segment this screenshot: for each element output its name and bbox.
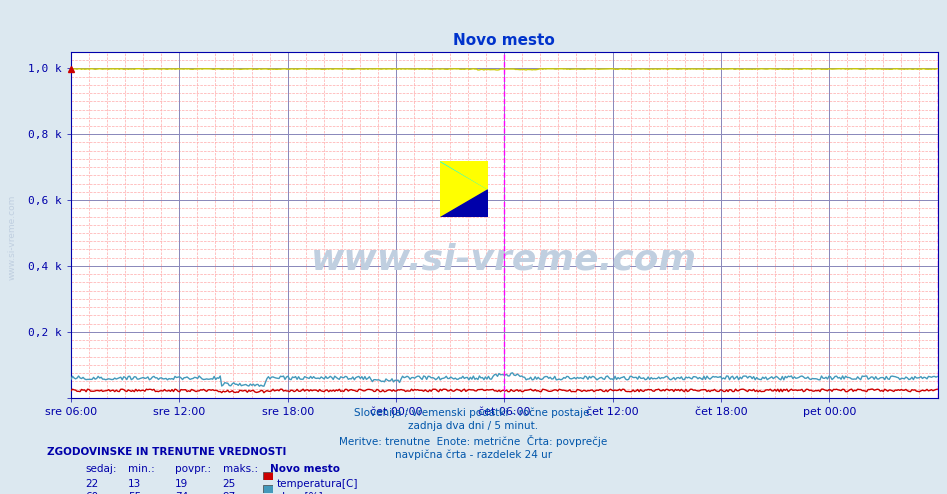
Text: min.:: min.:	[128, 464, 154, 474]
Text: 74: 74	[175, 492, 188, 494]
Text: 60: 60	[85, 492, 98, 494]
Text: www.si-vreme.com: www.si-vreme.com	[312, 243, 697, 276]
Text: www.si-vreme.com: www.si-vreme.com	[8, 195, 17, 280]
Text: vlaga[%]: vlaga[%]	[277, 492, 323, 494]
Text: 97: 97	[223, 492, 236, 494]
Text: Slovenija / vremenski podatki - ročne postaje.: Slovenija / vremenski podatki - ročne po…	[354, 408, 593, 418]
Text: zadnja dva dni / 5 minut.: zadnja dva dni / 5 minut.	[408, 421, 539, 431]
Text: 19: 19	[175, 479, 188, 489]
Text: temperatura[C]: temperatura[C]	[277, 479, 358, 489]
Polygon shape	[440, 161, 488, 189]
Text: maks.:: maks.:	[223, 464, 258, 474]
Polygon shape	[440, 161, 488, 189]
Text: 22: 22	[85, 479, 98, 489]
Text: 55: 55	[128, 492, 141, 494]
Text: sedaj:: sedaj:	[85, 464, 116, 474]
Text: ZGODOVINSKE IN TRENUTNE VREDNOSTI: ZGODOVINSKE IN TRENUTNE VREDNOSTI	[47, 447, 287, 457]
Text: 25: 25	[223, 479, 236, 489]
Text: Meritve: trenutne  Enote: metrične  Črta: povprečje: Meritve: trenutne Enote: metrične Črta: …	[339, 435, 608, 447]
Text: navpična črta - razdelek 24 ur: navpična črta - razdelek 24 ur	[395, 449, 552, 459]
Text: 13: 13	[128, 479, 141, 489]
Polygon shape	[440, 189, 488, 217]
Text: Novo mesto: Novo mesto	[270, 464, 340, 474]
Title: Novo mesto: Novo mesto	[454, 33, 555, 48]
Text: povpr.:: povpr.:	[175, 464, 211, 474]
